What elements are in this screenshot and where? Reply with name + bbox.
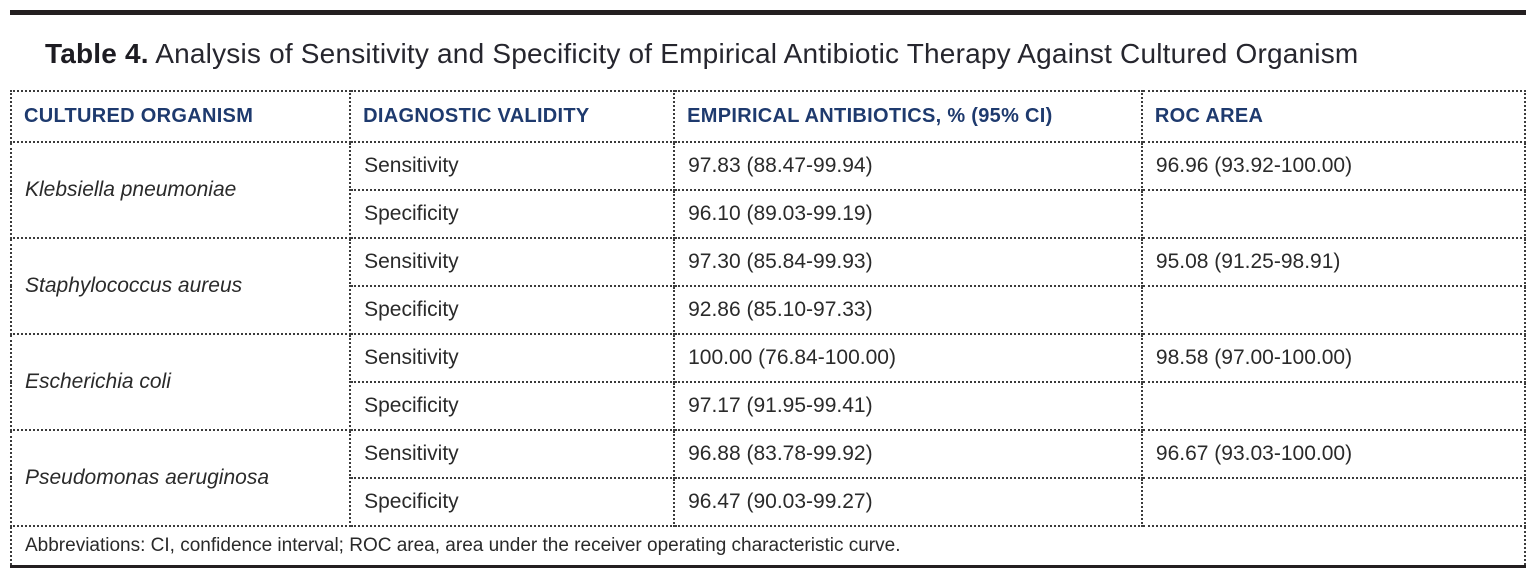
- table-header: CULTURED ORGANISM DIAGNOSTIC VALIDITY EM…: [9, 90, 1527, 143]
- roc-value: 98.58 (97.00-100.00): [1140, 333, 1527, 383]
- organism-name: Escherichia coli: [9, 333, 352, 431]
- bottom-rule: [10, 565, 1526, 568]
- organism-block-staphylococcus: Staphylococcus aureus Sensitivity 97.30 …: [9, 237, 1527, 335]
- sensitivity-value: 100.00 (76.84-100.00): [673, 333, 1143, 383]
- roc-empty-cell: [1140, 189, 1527, 239]
- organism-name: Staphylococcus aureus: [9, 237, 352, 335]
- validity-label: Specificity: [349, 477, 676, 527]
- validity-label: Specificity: [349, 189, 676, 239]
- roc-empty-cell: [1140, 381, 1527, 431]
- validity-label: Specificity: [349, 381, 676, 431]
- roc-value: 96.67 (93.03-100.00): [1140, 429, 1527, 479]
- sensitivity-value: 97.30 (85.84-99.93): [673, 237, 1143, 287]
- table-row: Pseudomonas aeruginosa Sensitivity 96.88…: [9, 429, 1527, 527]
- validity-label: Specificity: [349, 285, 676, 335]
- table-footer: Abbreviations: CI, confidence interval; …: [10, 525, 1526, 565]
- top-rule: [10, 10, 1526, 15]
- col-header-roc-area: ROC AREA: [1140, 90, 1527, 143]
- sensitivity-value: 97.83 (88.47-99.94): [673, 141, 1143, 191]
- validity-label: Sensitivity: [349, 429, 676, 479]
- validity-label: Sensitivity: [349, 237, 676, 287]
- validity-label: Sensitivity: [349, 333, 676, 383]
- organism-block-klebsiella: Klebsiella pneumoniae Sensitivity 97.83 …: [9, 141, 1527, 239]
- col-header-cultured-organism: CULTURED ORGANISM: [9, 90, 352, 143]
- table-title-text: Analysis of Sensitivity and Specificity …: [148, 38, 1359, 69]
- specificity-value: 97.17 (91.95-99.41): [673, 381, 1143, 431]
- organism-block-escherichia: Escherichia coli Sensitivity 100.00 (76.…: [9, 333, 1527, 431]
- specificity-value: 92.86 (85.10-97.33): [673, 285, 1143, 335]
- table-figure: Table 4. Analysis of Sensitivity and Spe…: [9, 10, 1527, 568]
- footnote-row: Abbreviations: CI, confidence interval; …: [10, 525, 1526, 565]
- roc-empty-cell: [1140, 477, 1527, 527]
- results-table: CULTURED ORGANISM DIAGNOSTIC VALIDITY EM…: [9, 90, 1527, 565]
- table-row: Specificity 96.47 (90.03-99.27): [11, 477, 1527, 527]
- table-number-label: Table 4.: [45, 38, 149, 69]
- roc-value: 95.08 (91.25-98.91): [1140, 237, 1527, 287]
- table-row: Specificity 92.86 (85.10-97.33): [11, 285, 1527, 335]
- roc-empty-cell: [1140, 285, 1527, 335]
- col-header-empirical-antibiotics: EMPIRICAL ANTIBIOTICS, % (95% CI): [673, 90, 1143, 143]
- sensitivity-value: 96.88 (83.78-99.92): [673, 429, 1143, 479]
- validity-label: Sensitivity: [349, 141, 676, 191]
- table-row: Staphylococcus aureus Sensitivity 97.30 …: [9, 237, 1527, 335]
- table-row: Klebsiella pneumoniae Sensitivity 97.83 …: [9, 141, 1527, 239]
- table-row: Escherichia coli Sensitivity 100.00 (76.…: [9, 333, 1527, 431]
- specificity-value: 96.10 (89.03-99.19): [673, 189, 1143, 239]
- col-header-diagnostic-validity: DIAGNOSTIC VALIDITY: [349, 90, 676, 143]
- header-row: CULTURED ORGANISM DIAGNOSTIC VALIDITY EM…: [9, 90, 1527, 143]
- organism-name: Pseudomonas aeruginosa: [9, 429, 352, 527]
- roc-value: 96.96 (93.92-100.00): [1140, 141, 1527, 191]
- organism-name: Klebsiella pneumoniae: [9, 141, 352, 239]
- organism-block-pseudomonas: Pseudomonas aeruginosa Sensitivity 96.88…: [9, 429, 1527, 527]
- table-row: Specificity 96.10 (89.03-99.19): [11, 189, 1527, 239]
- abbreviations-note: Abbreviations: CI, confidence interval; …: [10, 525, 1526, 565]
- table-row: Specificity 97.17 (91.95-99.41): [11, 381, 1527, 431]
- table-title: Table 4. Analysis of Sensitivity and Spe…: [45, 36, 1526, 72]
- specificity-value: 96.47 (90.03-99.27): [673, 477, 1143, 527]
